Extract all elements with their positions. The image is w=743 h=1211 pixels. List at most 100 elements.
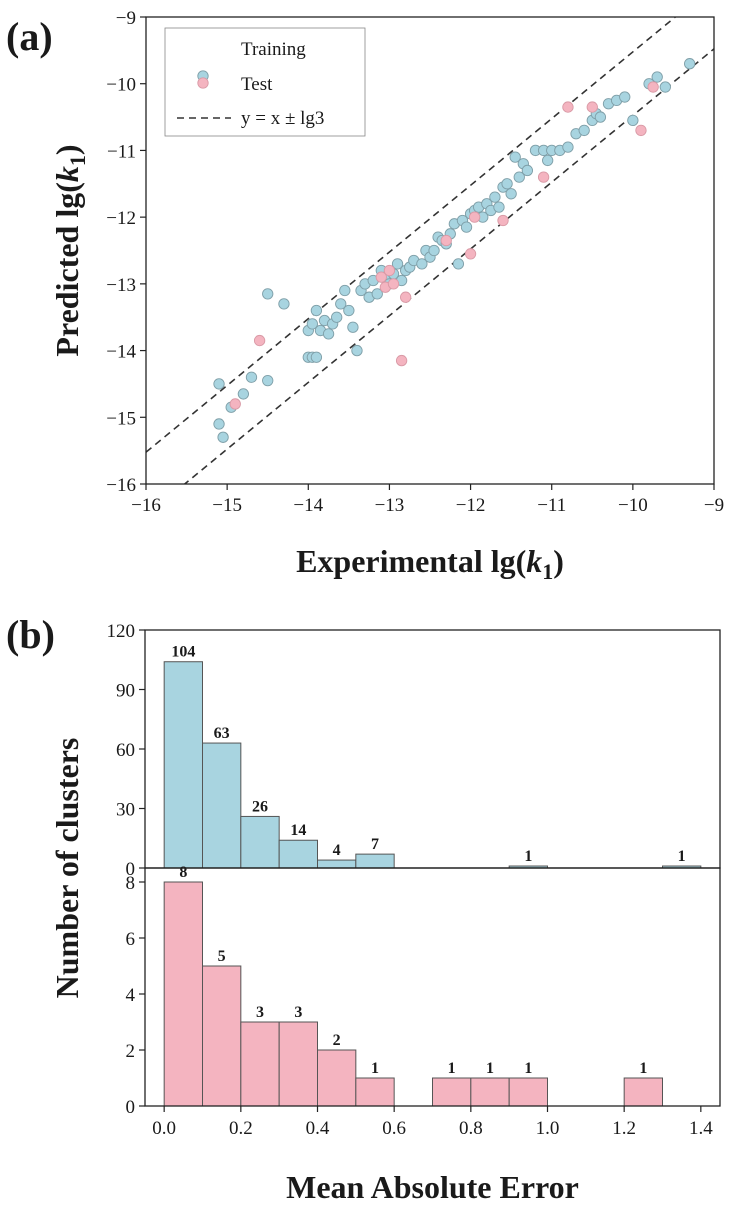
training-point xyxy=(493,201,505,213)
training-point xyxy=(339,284,351,297)
training-point xyxy=(416,258,428,270)
band-lines xyxy=(146,17,714,484)
panel-a-label: (a) xyxy=(6,14,53,59)
histogram-bar xyxy=(470,1077,510,1107)
training-point xyxy=(213,378,225,390)
bar-value-label: 1 xyxy=(678,848,686,865)
y-tick-label: −13 xyxy=(106,275,136,296)
y-tick-label: 90 xyxy=(116,681,135,702)
y-tick-label: 120 xyxy=(107,621,136,642)
test-point xyxy=(647,81,659,93)
training-point xyxy=(310,304,323,317)
training-point xyxy=(501,178,513,190)
bar-value-label: 1 xyxy=(486,1060,494,1077)
test-point xyxy=(468,211,481,223)
training-point xyxy=(262,374,274,387)
legend-training-label: Training xyxy=(241,39,306,60)
training-point xyxy=(489,191,501,203)
y-tick-label: −14 xyxy=(106,342,136,363)
axis-title-main: Predicted lg( xyxy=(49,182,85,356)
test-point xyxy=(253,334,266,347)
bar-value-label: 5 xyxy=(218,948,226,965)
training-point xyxy=(306,318,318,330)
training-point xyxy=(627,114,639,127)
bar-value-label: 3 xyxy=(256,1004,264,1021)
bar-value-label: 3 xyxy=(294,1004,302,1021)
y-tick-label: 8 xyxy=(126,873,136,894)
training-point xyxy=(509,151,521,163)
test-point xyxy=(440,234,452,247)
training-point xyxy=(651,71,663,83)
x-tick-label: 1.0 xyxy=(536,1118,560,1139)
axis-title-main: Experimental lg( xyxy=(296,543,526,579)
lower-band-line xyxy=(183,48,714,484)
histogram-bar xyxy=(317,1049,357,1107)
histogram-bar xyxy=(432,1077,472,1107)
histogram-bar xyxy=(202,742,242,869)
bar-value-label: 1 xyxy=(371,1060,379,1077)
x-tick-label: 0.8 xyxy=(459,1118,483,1139)
training-point xyxy=(513,171,525,183)
panel-b-label: (b) xyxy=(6,612,55,657)
training-point xyxy=(521,164,534,177)
bar-value-label: 26 xyxy=(252,798,268,815)
training-point xyxy=(347,321,359,333)
y-tick-label: 2 xyxy=(126,1041,136,1062)
histogram-bar xyxy=(355,1077,395,1107)
x-tick-label: 1.4 xyxy=(689,1118,713,1139)
x-tick-label: 1.2 xyxy=(612,1118,636,1139)
test-point xyxy=(400,291,412,303)
histogram-bar xyxy=(278,1021,318,1107)
histogram-bar xyxy=(202,965,242,1107)
training-point xyxy=(351,344,363,357)
y-axis-title: Number of clusters xyxy=(49,738,85,999)
histogram-bar xyxy=(355,853,395,869)
test-point xyxy=(586,101,598,113)
training-point xyxy=(278,298,290,310)
x-axis-title: Experimental lg(k1) xyxy=(296,543,564,584)
test-point xyxy=(562,101,574,113)
x-tick-label: 0.2 xyxy=(229,1118,253,1139)
axis-title-close: ) xyxy=(553,543,564,579)
training-point xyxy=(452,258,465,270)
x-tick-label: −14 xyxy=(293,495,323,516)
histogram-bar xyxy=(240,1021,280,1107)
training-point xyxy=(578,124,590,137)
y-tick-label: 30 xyxy=(116,800,135,821)
axis-title-close: ) xyxy=(49,144,85,155)
histogram-bar xyxy=(240,815,280,869)
training-point xyxy=(262,288,274,300)
test-point xyxy=(395,354,408,367)
y-tick-label: −16 xyxy=(106,475,136,496)
x-axis-title: Mean Absolute Error xyxy=(286,1169,579,1205)
bar-value-label: 8 xyxy=(179,864,187,881)
test-point xyxy=(375,271,387,283)
bar-value-label: 7 xyxy=(371,836,379,853)
bar-value-label: 1 xyxy=(448,1060,456,1077)
x-tick-label: 0.6 xyxy=(382,1118,406,1139)
scatter-plot: −16 −15 −14 −13 −12 −11 −10 −9 −16 −15 −14 −13 −12 −1… xyxy=(49,8,724,584)
training-point xyxy=(619,91,631,103)
test-histogram: 8 5 3 3 2 1 1 1 1 1 0 2 4 6 8 xyxy=(126,864,721,1118)
test-point xyxy=(497,214,509,227)
training-point xyxy=(542,154,554,167)
x-tick-label: −13 xyxy=(375,495,405,516)
y-tick-label: −10 xyxy=(106,75,136,96)
training-point xyxy=(343,304,355,317)
axis-title-subscript: 1 xyxy=(542,559,553,584)
training-point xyxy=(322,328,335,340)
test-point xyxy=(635,124,647,137)
legend-test-label: Test xyxy=(241,74,273,95)
scatter-points xyxy=(213,58,696,443)
y-tick-label: −15 xyxy=(106,408,136,429)
scatter-frame xyxy=(145,16,715,485)
bar-value-label: 1 xyxy=(524,848,532,865)
training-point xyxy=(505,188,517,200)
bar-value-label: 4 xyxy=(333,842,341,859)
test-point xyxy=(229,398,241,410)
bar-value-label: 1 xyxy=(639,1060,647,1077)
histogram-bar xyxy=(163,881,204,1107)
training-point xyxy=(237,388,250,400)
x-tick-label: 0.4 xyxy=(306,1118,330,1139)
histogram-bar xyxy=(623,1077,664,1107)
